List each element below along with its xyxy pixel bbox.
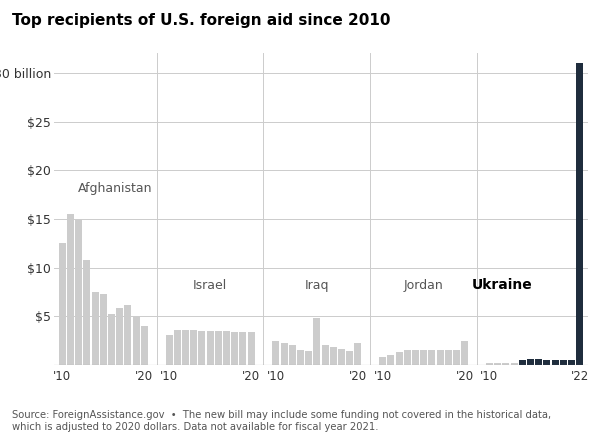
Text: Top recipients of U.S. foreign aid since 2010: Top recipients of U.S. foreign aid since… xyxy=(12,13,391,28)
Text: Iraq: Iraq xyxy=(305,279,329,292)
Bar xyxy=(420,350,427,365)
Bar xyxy=(190,330,197,365)
Bar xyxy=(182,330,189,365)
Text: '10: '10 xyxy=(267,370,285,383)
Bar xyxy=(388,355,394,365)
Bar xyxy=(379,357,386,365)
Bar xyxy=(486,363,493,365)
Bar xyxy=(297,350,304,365)
Text: '10: '10 xyxy=(160,370,178,383)
Bar xyxy=(272,340,280,365)
Bar xyxy=(395,352,403,365)
Bar xyxy=(428,350,436,365)
Bar xyxy=(199,331,205,365)
Bar xyxy=(560,360,567,365)
Bar xyxy=(355,343,361,365)
Bar xyxy=(544,360,550,365)
Bar xyxy=(322,345,329,365)
Bar xyxy=(83,260,91,365)
Bar xyxy=(141,326,148,365)
Text: Afghanistan: Afghanistan xyxy=(79,182,153,194)
Bar xyxy=(453,350,460,365)
Text: '20: '20 xyxy=(456,370,474,383)
Text: '22: '22 xyxy=(571,370,589,383)
Bar xyxy=(404,350,411,365)
Bar xyxy=(445,350,452,365)
Bar xyxy=(330,348,337,365)
Bar xyxy=(116,308,123,365)
Text: '20: '20 xyxy=(242,370,260,383)
Bar xyxy=(289,345,296,365)
Bar xyxy=(59,243,66,365)
Bar xyxy=(461,340,468,365)
Bar xyxy=(166,335,173,365)
Bar xyxy=(437,350,443,365)
Bar xyxy=(527,359,534,365)
Bar xyxy=(223,331,230,365)
Bar xyxy=(551,360,559,365)
Bar xyxy=(346,351,353,365)
Bar xyxy=(206,331,214,365)
Bar xyxy=(133,316,140,365)
Text: Source: ForeignAssistance.gov  •  The new bill may include some funding not cove: Source: ForeignAssistance.gov • The new … xyxy=(12,410,551,432)
Text: Ukraine: Ukraine xyxy=(472,278,532,292)
Text: Israel: Israel xyxy=(193,279,227,292)
Bar xyxy=(174,330,181,365)
Bar xyxy=(576,63,583,365)
Bar xyxy=(502,363,509,365)
Text: '10: '10 xyxy=(481,370,499,383)
Bar xyxy=(92,292,98,365)
Text: '20: '20 xyxy=(136,370,154,383)
Bar xyxy=(67,214,74,365)
Bar xyxy=(231,332,238,365)
Bar xyxy=(248,332,254,365)
Text: '20: '20 xyxy=(349,370,367,383)
Text: '10: '10 xyxy=(53,370,71,383)
Bar xyxy=(239,332,247,365)
Bar xyxy=(511,363,518,365)
Text: Jordan: Jordan xyxy=(404,279,443,292)
Bar xyxy=(108,314,115,365)
Text: '10: '10 xyxy=(374,370,392,383)
Bar xyxy=(281,343,287,365)
Bar xyxy=(519,360,526,365)
Bar xyxy=(75,219,82,365)
Bar xyxy=(412,350,419,365)
Bar xyxy=(100,294,107,365)
Bar xyxy=(338,349,345,365)
Bar xyxy=(305,351,312,365)
Bar xyxy=(568,360,575,365)
Bar xyxy=(215,331,222,365)
Bar xyxy=(124,304,131,365)
Bar xyxy=(494,363,501,365)
Bar xyxy=(313,318,320,365)
Bar xyxy=(535,359,542,365)
